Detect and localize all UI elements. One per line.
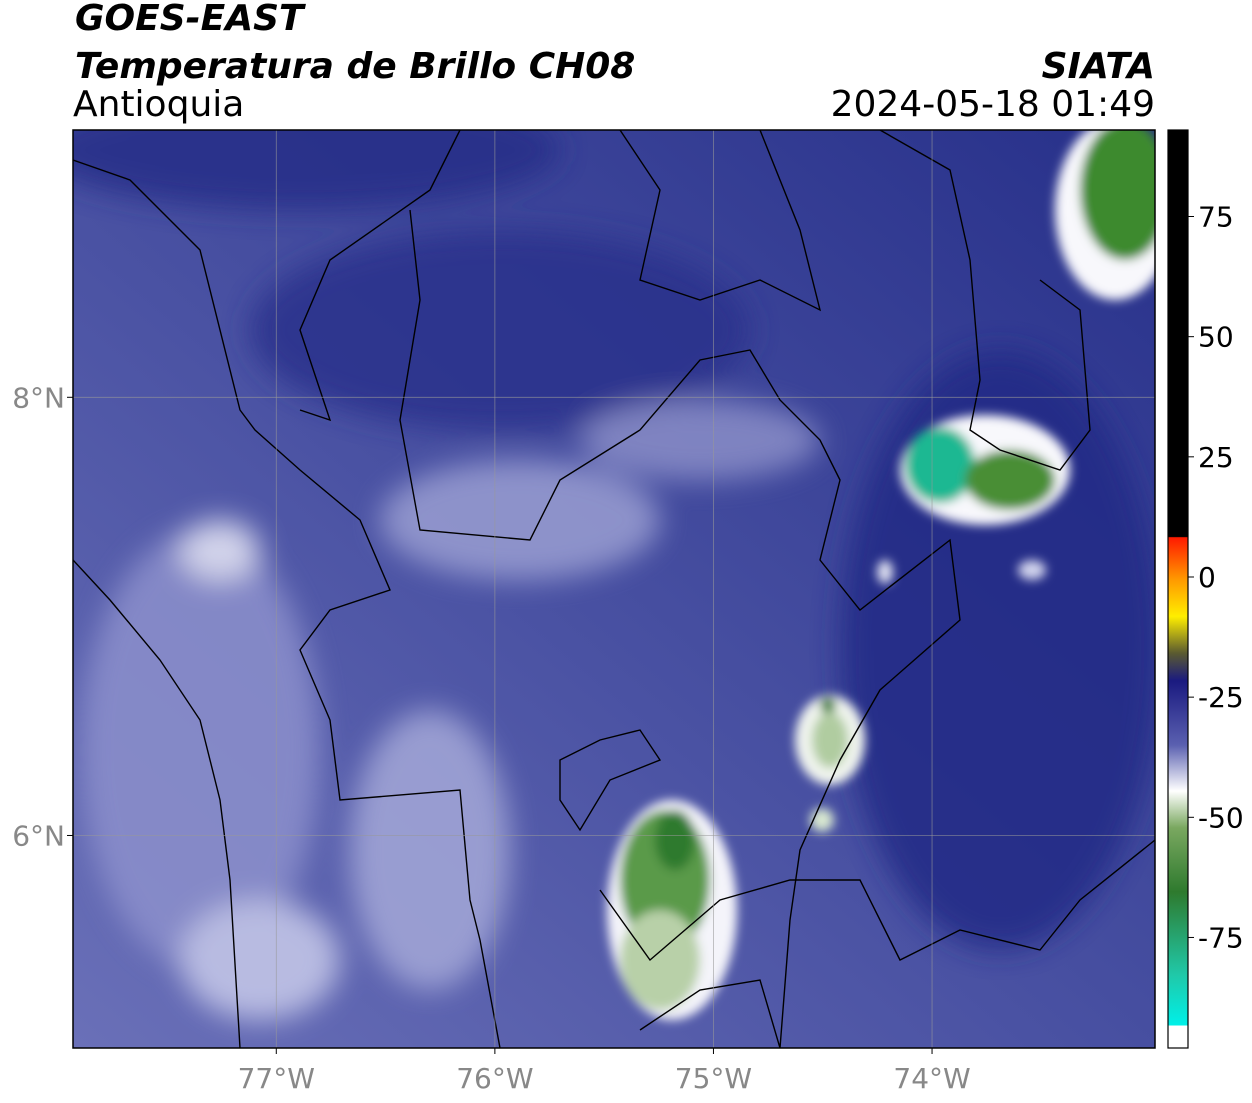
y-tick-label: 8°N [12, 381, 65, 414]
source: SIATA [1042, 46, 1155, 87]
colorbar [1167, 129, 1189, 1049]
region: Antioquia [73, 84, 244, 125]
colorbar-tick-label: 0 [1198, 561, 1216, 594]
colorbar-tick-label: 75 [1198, 201, 1234, 234]
borders [73, 130, 1155, 1048]
y-tick-label: 6°N [12, 819, 65, 852]
x-tick-label: 74°W [893, 1062, 970, 1095]
colorbar-tick-label: 50 [1198, 321, 1234, 354]
x-tick-label: 76°W [456, 1062, 533, 1095]
map-frame [72, 129, 1156, 1049]
colorbar-tick-label: 25 [1198, 441, 1234, 474]
colorbar-tick-label: -75 [1198, 921, 1244, 954]
datetime: 2024-05-18 01:49 [831, 84, 1155, 125]
x-tick-label: 77°W [238, 1062, 315, 1095]
subtitle: Temperatura de Brillo CH08 [75, 46, 635, 87]
colorbar-tick-label: -50 [1198, 801, 1244, 834]
title: GOES-EAST [75, 0, 306, 39]
x-tick-label: 75°W [675, 1062, 752, 1095]
satellite-image [73, 130, 1155, 1048]
colorbar-tick-label: -25 [1198, 681, 1244, 714]
